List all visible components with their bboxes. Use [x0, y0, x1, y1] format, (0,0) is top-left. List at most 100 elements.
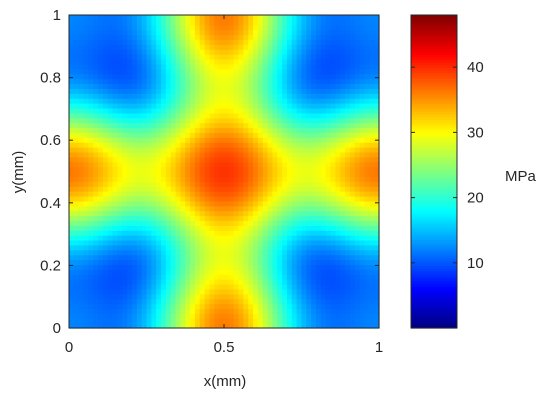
heatmap-cell — [146, 122, 152, 129]
heatmap-cell — [209, 318, 215, 324]
heatmap-cell — [219, 264, 225, 270]
heatmap-cell — [306, 293, 312, 300]
heatmap-cell — [374, 24, 380, 31]
heatmap-cell — [165, 293, 172, 300]
heatmap-cell — [102, 103, 109, 109]
heatmap-cell — [248, 78, 254, 85]
heatmap-cell — [88, 323, 94, 329]
heatmap-cell — [359, 249, 366, 256]
heatmap-cell — [345, 176, 351, 182]
heatmap-cell — [306, 205, 312, 212]
heatmap-cell — [136, 230, 143, 236]
heatmap-cell — [369, 181, 375, 187]
heatmap-cell — [243, 142, 249, 148]
heatmap-cell — [233, 269, 240, 275]
heatmap-cell — [136, 103, 143, 109]
heatmap-cell — [117, 318, 123, 324]
heatmap-cell — [330, 210, 336, 217]
heatmap-cell — [127, 303, 133, 310]
heatmap-cell — [136, 274, 143, 280]
heatmap-cell — [165, 210, 172, 217]
heatmap-cell — [296, 230, 303, 236]
heatmap-cell — [112, 200, 119, 207]
heatmap-cell — [228, 68, 235, 75]
heatmap-cell — [156, 269, 162, 275]
heatmap-cell — [253, 68, 259, 75]
heatmap-cell — [286, 195, 293, 202]
heatmap-cell — [282, 200, 288, 207]
heatmap-cell — [262, 225, 269, 231]
heatmap-cell — [354, 68, 361, 75]
heatmap-cell — [325, 318, 332, 324]
heatmap-cell — [102, 323, 109, 329]
heatmap-cell — [136, 112, 143, 119]
heatmap-cell — [301, 288, 307, 295]
heatmap-cell — [335, 49, 341, 55]
heatmap-cell — [340, 19, 346, 26]
heatmap-cell — [330, 288, 336, 295]
heatmap-cell — [316, 210, 322, 217]
heatmap-cell — [257, 200, 264, 207]
heatmap-cell — [364, 117, 370, 124]
heatmap-cell — [98, 181, 104, 187]
heatmap-cell — [316, 127, 322, 133]
heatmap-cell — [354, 137, 361, 143]
heatmap-cell — [257, 298, 264, 305]
heatmap-cell — [107, 274, 114, 280]
heatmap-cell — [374, 15, 380, 21]
heatmap-cell — [83, 264, 89, 270]
heatmap-cell — [180, 298, 186, 305]
heatmap-cell — [88, 288, 94, 295]
heatmap-cell — [93, 225, 99, 231]
heatmap-cell — [301, 181, 307, 187]
heatmap-cell — [93, 293, 99, 300]
heatmap-cell — [257, 83, 264, 89]
heatmap-cell — [73, 147, 80, 153]
heatmap-cell — [243, 205, 249, 212]
heatmap-cell — [151, 78, 157, 85]
heatmap-cell — [262, 279, 269, 285]
heatmap-cell — [165, 117, 172, 124]
colorbar-segment — [411, 187, 457, 191]
heatmap-cell — [78, 73, 85, 80]
heatmap-cell — [354, 156, 361, 163]
heatmap-cell — [161, 117, 167, 124]
heatmap-cell — [335, 205, 341, 212]
heatmap-cell — [354, 269, 361, 275]
heatmap-cell — [243, 288, 249, 295]
heatmap-cell — [170, 200, 177, 207]
heatmap-cell — [214, 323, 220, 329]
heatmap-cell — [325, 122, 332, 129]
heatmap-cell — [359, 78, 366, 85]
heatmap-cell — [272, 225, 278, 231]
heatmap-cell — [224, 29, 230, 36]
heatmap-cell — [151, 298, 157, 305]
heatmap-cell — [83, 107, 89, 114]
heatmap-cell — [88, 200, 94, 207]
heatmap-cell — [262, 171, 269, 177]
heatmap-cell — [272, 73, 278, 80]
heatmap-cell — [272, 147, 278, 153]
heatmap-cell — [335, 210, 341, 217]
heatmap-cell — [335, 44, 341, 50]
heatmap-cell — [131, 269, 138, 275]
heatmap-cell — [204, 254, 211, 261]
heatmap-cell — [156, 205, 162, 212]
heatmap-cell — [291, 259, 298, 266]
heatmap-cell — [330, 298, 336, 305]
heatmap-cell — [98, 195, 104, 202]
heatmap-cell — [369, 235, 375, 241]
heatmap-cell — [340, 244, 346, 251]
heatmap-cell — [325, 225, 332, 231]
heatmap-cell — [107, 59, 114, 65]
heatmap-cell — [73, 303, 80, 310]
heatmap-cell — [199, 88, 206, 94]
heatmap-cell — [296, 93, 303, 99]
heatmap-cell — [122, 230, 128, 236]
heatmap-cell — [248, 68, 254, 75]
heatmap-cell — [141, 83, 148, 89]
heatmap-cell — [219, 166, 225, 173]
heatmap-cell — [286, 220, 293, 226]
heatmap-cell — [161, 112, 167, 119]
heatmap-cell — [209, 59, 215, 65]
